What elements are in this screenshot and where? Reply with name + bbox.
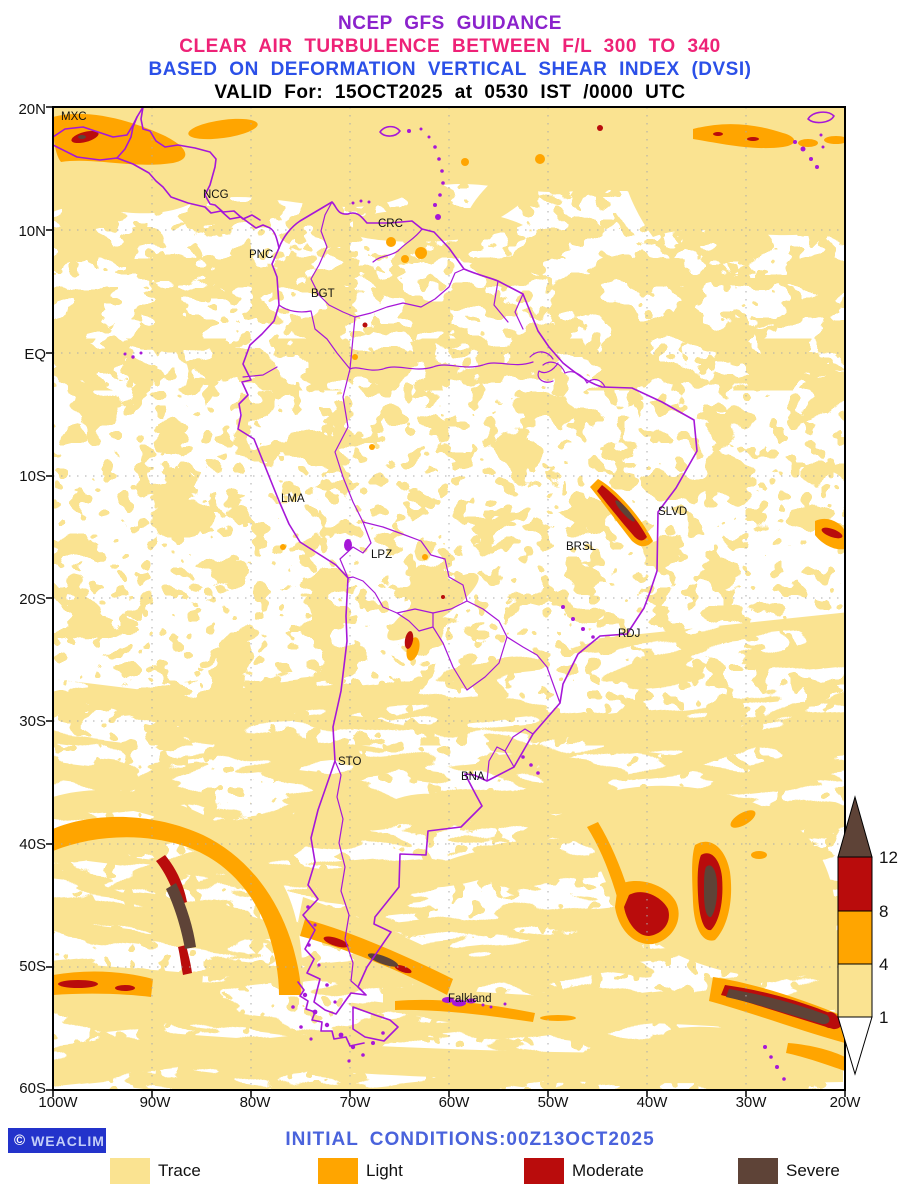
city-label-slvd: SLVD xyxy=(658,506,687,518)
legend-swatch-moderate xyxy=(524,1158,564,1184)
lat-label-50S: 50S xyxy=(19,958,46,975)
city-label-rdj: RDJ xyxy=(618,628,640,640)
colorbar-label-4: 4 xyxy=(879,955,889,974)
city-label-mxc: MXC xyxy=(61,111,87,123)
lon-label-60W: 60W xyxy=(438,1094,470,1111)
title-valid-line: VALID For: 15OCT2025 at 0530 IST /0000 U… xyxy=(214,82,686,103)
city-label-lma: LMA xyxy=(281,493,305,505)
colorbar-label-12: 12 xyxy=(879,848,898,867)
lon-label-90W: 90W xyxy=(139,1094,171,1111)
legend-swatch-light xyxy=(318,1158,358,1184)
lat-label-10N: 10N xyxy=(18,223,46,240)
copyright-icon: © xyxy=(14,1132,27,1149)
legend-label-severe: Severe xyxy=(786,1161,840,1180)
city-label-sto: STO xyxy=(338,756,361,768)
lon-label-40W: 40W xyxy=(636,1094,668,1111)
city-labels: MXC NCG CRC PNC BGT LMA LPZ BRSL SLVD RD… xyxy=(61,111,687,1005)
initial-conditions: INITIAL CONDITIONS:00Z13OCT2025 xyxy=(285,1129,655,1150)
title-line-1: NCEP GFS GUIDANCE xyxy=(338,13,562,34)
lon-label-20W: 20W xyxy=(829,1094,861,1111)
legend-label-trace: Trace xyxy=(158,1161,201,1180)
lat-label-10S: 10S xyxy=(19,468,46,485)
city-label-brsl: BRSL xyxy=(566,541,597,553)
lat-label-EQ: EQ xyxy=(24,346,46,363)
title-line-2: CLEAR AIR TURBULENCE BETWEEN F/L 300 TO … xyxy=(179,36,721,57)
coastlines-borders xyxy=(53,107,835,1081)
header-titles: NCEP GFS GUIDANCE CLEAR AIR TURBULENCE B… xyxy=(0,12,900,104)
city-label-falkland: Falkland xyxy=(448,993,491,1005)
colorbar-label-1: 1 xyxy=(879,1008,889,1027)
map-field: MXC NCG CRC PNC BGT LMA LPZ BRSL SLVD RD… xyxy=(53,107,845,1090)
legend-swatch-severe xyxy=(738,1158,778,1184)
city-label-crc: CRC xyxy=(378,218,403,230)
legend-swatch-trace xyxy=(110,1158,150,1184)
weaclim-logo: © WEACLIM xyxy=(8,1128,106,1153)
city-label-bgt: BGT xyxy=(311,288,335,300)
legend-label-moderate: Moderate xyxy=(572,1161,644,1180)
city-label-ncg: NCG xyxy=(203,189,229,201)
lat-label-20S: 20S xyxy=(19,591,46,608)
lat-label-60S: 60S xyxy=(19,1080,46,1097)
logo-text: WEACLIM xyxy=(31,1132,105,1149)
city-label-pnc: PNC xyxy=(249,249,273,261)
island-specks xyxy=(123,127,825,1081)
lon-label-50W: 50W xyxy=(537,1094,569,1111)
lon-label-80W: 80W xyxy=(239,1094,271,1111)
city-label-lpz: LPZ xyxy=(371,549,392,561)
lat-label-30S: 30S xyxy=(19,713,46,730)
legend-label-light: Light xyxy=(366,1161,403,1180)
colorbar-label-8: 8 xyxy=(879,902,889,921)
lat-label-20N: 20N xyxy=(18,101,46,118)
map-frame xyxy=(46,106,846,1097)
city-label-bna: BNA xyxy=(461,771,485,783)
colorbar xyxy=(837,795,873,1076)
lon-label-30W: 30W xyxy=(735,1094,767,1111)
turbulence-map: MXC NCG CRC PNC BGT LMA LPZ BRSL SLVD RD… xyxy=(46,106,846,1097)
severe-areas xyxy=(78,135,830,1025)
title-line-3: BASED ON DEFORMATION VERTICAL SHEAR INDE… xyxy=(148,59,752,80)
lon-label-70W: 70W xyxy=(339,1094,371,1111)
lon-label-100W: 100W xyxy=(38,1094,78,1111)
lat-label-40S: 40S xyxy=(19,836,46,853)
